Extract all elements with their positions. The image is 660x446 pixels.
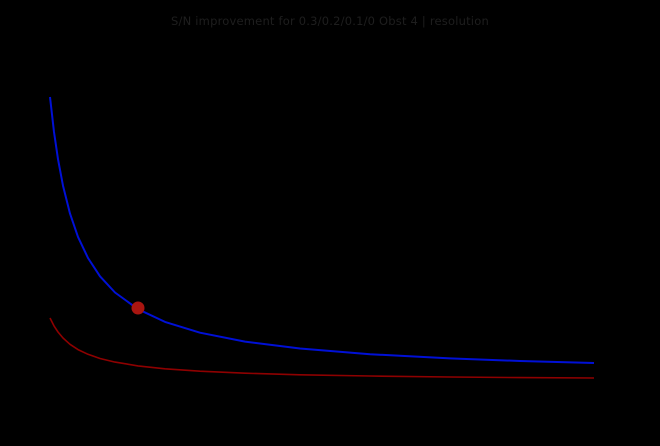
upper-decay-curve	[49, 96, 595, 364]
lower-decay-curve	[49, 317, 595, 379]
highlight-dot	[131, 301, 145, 315]
chart-title: S/N improvement for 0.3/0.2/0.1/0 Obst 4…	[171, 14, 489, 28]
